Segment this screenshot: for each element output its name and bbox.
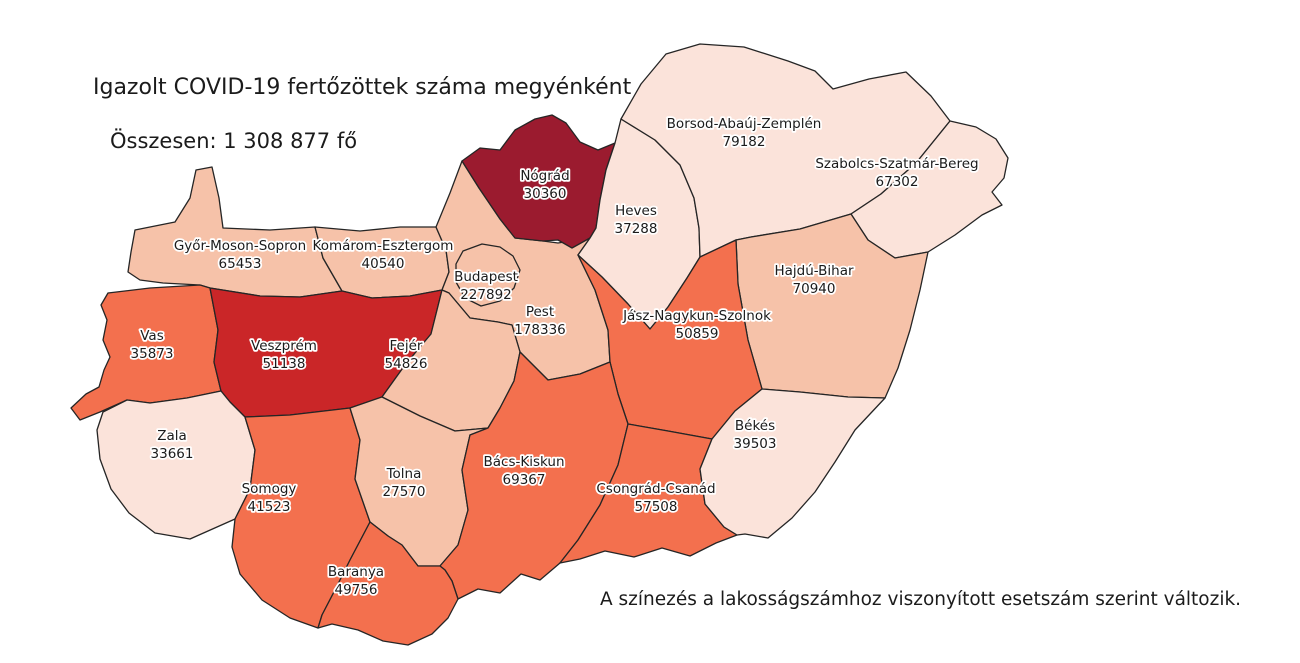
county-shape-baranya xyxy=(317,521,459,646)
county-name-label-nograd: Nógrád xyxy=(520,168,569,184)
map-title: Igazolt COVID-19 fertőzöttek száma megyé… xyxy=(93,75,632,100)
county-name-label-jasz_nagykun_szolnok: Jász-Nagykun-Szolnok xyxy=(622,308,771,324)
county-shapes-layer xyxy=(70,43,1009,646)
county-name-label-komarom_esztergom: Komárom-Esztergom xyxy=(313,238,454,254)
county-value-label-jasz_nagykun_szolnok: 50859 xyxy=(676,326,719,342)
county-value-label-budapest: 227892 xyxy=(460,287,512,303)
county-labels-layer: Győr-Moson-Sopron 65453 Komárom-Esztergom 4… xyxy=(129,114,981,600)
county-value-label-baranya: 49756 xyxy=(335,582,378,598)
county-value-label-veszprem: 51138 xyxy=(263,356,306,372)
county-name-label-pest: Pest xyxy=(526,304,554,320)
county-value-label-bekes: 39503 xyxy=(734,436,777,452)
county-value-label-pest: 178336 xyxy=(514,322,566,338)
county-name-label-baranya: Baranya xyxy=(328,564,384,580)
county-name-label-heves: Heves xyxy=(615,203,657,219)
county-value-label-szabolcs_szatmar_bereg: 67302 xyxy=(876,174,919,190)
county-value-label-csongrad_csanad: 57508 xyxy=(635,499,678,515)
county-value-label-vas: 35873 xyxy=(131,346,174,362)
county-value-label-komarom_esztergom: 40540 xyxy=(362,256,405,272)
county-name-label-tolna: Tolna xyxy=(386,466,422,482)
county-value-label-fejer: 54826 xyxy=(385,356,428,372)
county-value-label-bacs_kiskun: 69367 xyxy=(503,472,546,488)
county-name-label-szabolcs_szatmar_bereg: Szabolcs-Szatmár-Bereg xyxy=(815,156,978,172)
county-name-label-budapest: Budapest xyxy=(454,269,518,285)
map-footnote: A színezés a lakosságszámhoz viszonyítot… xyxy=(600,589,1241,610)
county-name-label-bacs_kiskun: Bács-Kiskun xyxy=(483,454,564,470)
county-shape-szabolcs_szatmar_bereg xyxy=(850,120,1009,259)
county-name-label-gyor_moson_sopron: Győr-Moson-Sopron xyxy=(174,238,306,254)
county-shape-zala xyxy=(96,390,256,540)
county-value-label-hajdu_bihar: 70940 xyxy=(793,281,836,297)
county-value-label-borsod_abauj_zemplen: 79182 xyxy=(723,134,766,150)
county-shape-bekes xyxy=(699,388,886,539)
county-value-label-zala: 33661 xyxy=(151,446,194,462)
county-shape-gyor_moson_sopron xyxy=(127,166,343,298)
county-name-label-fejer: Fejér xyxy=(390,338,423,354)
county-shape-bacs_kiskun xyxy=(439,351,629,600)
county-name-label-hajdu_bihar: Hajdú-Bihar xyxy=(774,263,854,279)
county-name-label-zala: Zala xyxy=(157,428,187,444)
county-value-label-somogy: 41523 xyxy=(248,499,291,515)
county-name-label-veszprem: Veszprém xyxy=(251,338,317,354)
county-name-label-csongrad_csanad: Csongrád-Csanád xyxy=(596,481,715,497)
map-total-label: Összesen: 1 308 877 fő xyxy=(110,128,357,153)
county-name-label-borsod_abauj_zemplen: Borsod-Abaúj-Zemplén xyxy=(667,116,822,132)
county-name-label-bekes: Békés xyxy=(735,418,775,434)
county-name-label-vas: Vas xyxy=(140,328,164,344)
county-name-label-somogy: Somogy xyxy=(242,481,297,497)
county-value-label-nograd: 30360 xyxy=(524,186,567,202)
county-value-label-gyor_moson_sopron: 65453 xyxy=(219,256,262,272)
county-value-label-heves: 37288 xyxy=(615,221,658,237)
county-value-label-tolna: 27570 xyxy=(383,484,426,500)
county-shape-budapest xyxy=(455,243,521,307)
